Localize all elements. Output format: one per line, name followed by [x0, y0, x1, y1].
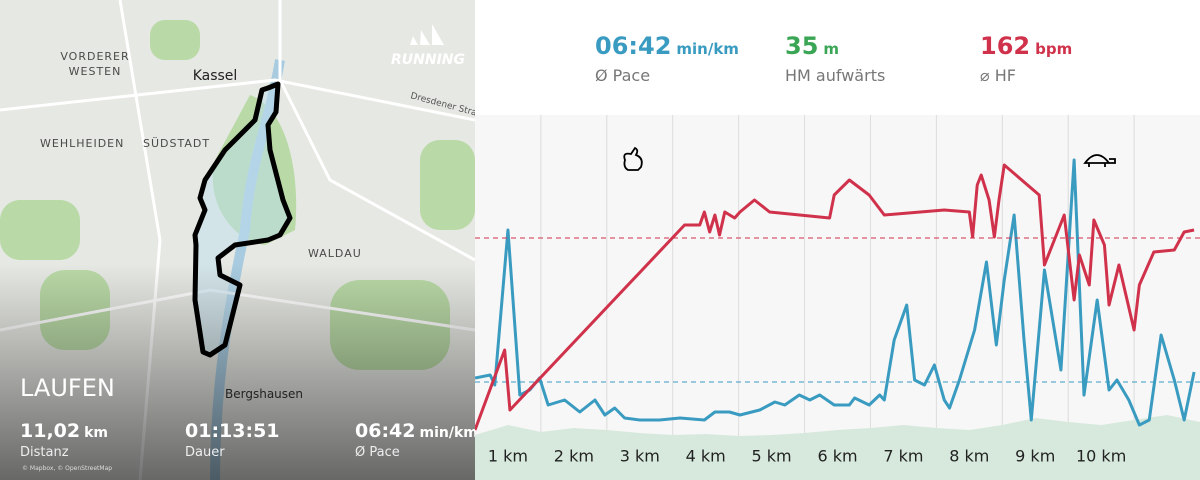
map-label: WEHLHEIDEN — [40, 137, 124, 150]
x-tick-label: 8 km — [949, 447, 989, 466]
summary-number: 35 — [785, 32, 819, 60]
x-tick-label: 4 km — [686, 447, 726, 466]
summary-item: 06:42 min/km Ø Pace — [595, 32, 739, 85]
summary-value: 162 bpm — [980, 32, 1072, 60]
summary-value: 35 m — [785, 32, 885, 60]
stat-label: Distanz — [20, 445, 69, 460]
stat-value: 06:42 min/km — [355, 420, 475, 442]
summary-unit: min/km — [676, 40, 739, 58]
stat-label: Dauer — [185, 445, 225, 460]
summary-unit: m — [823, 40, 840, 58]
turtle-icon — [1083, 154, 1116, 167]
summary-number: 162 — [980, 32, 1031, 60]
stat-number: 06:42 — [355, 420, 415, 442]
chart: 1 km 2 km 3 km 4 km 5 km 6 km 7 km 8 km 9 km 10 k… — [475, 115, 1200, 480]
series-line — [475, 163, 1195, 431]
stat-value: 01:13:51 — [185, 420, 280, 442]
map-label: WESTEN — [69, 65, 122, 78]
x-tick-label: 1 km — [488, 447, 528, 466]
x-tick-label: 5 km — [752, 447, 792, 466]
summary-item: 162 bpm ⌀ HF — [980, 32, 1072, 85]
map-label: Kassel — [193, 68, 238, 84]
stat-value: 11,02 km — [20, 420, 108, 442]
map-label: VORDERER — [60, 50, 129, 63]
brand-logo — [410, 24, 444, 45]
summary-label: Ø Pace — [595, 66, 651, 85]
map-label: WALDAU — [308, 247, 362, 260]
x-tick-label: 2 km — [554, 447, 594, 466]
activity: LAUFEN — [20, 374, 115, 402]
stat-label: Ø Pace — [355, 445, 400, 460]
stat-unit: km — [84, 425, 108, 441]
elevation-area — [475, 415, 1200, 480]
x-tick-label: 9 km — [1015, 447, 1055, 466]
stat-number: 11,02 — [20, 420, 80, 442]
x-tick-label: 7 km — [883, 447, 923, 466]
summary-value: 06:42 min/km — [595, 32, 739, 60]
x-tick-label: 10 km — [1076, 447, 1126, 466]
summary-number: 06:42 — [595, 32, 672, 60]
summary-label: ⌀ HF — [980, 66, 1016, 85]
x-tick-label: 3 km — [620, 447, 660, 466]
attribution: © Mapbox, © OpenStreetMap — [22, 465, 112, 472]
map-label: SÜDSTADT — [143, 137, 210, 150]
rabbit-icon — [623, 146, 643, 171]
series-line — [475, 158, 1196, 427]
shade — [0, 0, 475, 480]
map: VORDERER WESTEN Kassel Dresdener Straße … — [0, 0, 475, 480]
stat-number: 01:13:51 — [185, 420, 280, 442]
brand: RUNNING — [391, 52, 465, 68]
map-label: Bergshausen — [225, 387, 303, 401]
summary: 06:42 min/km Ø Pace 35 m HM aufwärts 162 bpm ⌀ H… — [475, 0, 1200, 115]
stat-unit: min/km — [419, 425, 475, 441]
x-tick-label: 6 km — [817, 447, 857, 466]
map-stats: 11,02 km Distanz 01:13:51 Dauer 06:42 min/km Ø … — [20, 420, 475, 460]
summary-unit: bpm — [1035, 40, 1073, 58]
summary-label: HM aufwärts — [785, 66, 886, 85]
summary-item: 35 m HM aufwärts — [785, 32, 885, 85]
